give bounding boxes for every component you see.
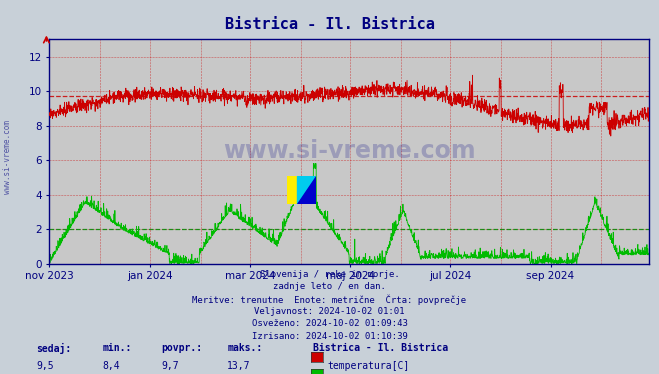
Text: sedaj:: sedaj:: [36, 343, 71, 354]
Text: www.si-vreme.com: www.si-vreme.com: [3, 120, 13, 194]
Text: zadnje leto / en dan.: zadnje leto / en dan.: [273, 282, 386, 291]
Polygon shape: [297, 176, 316, 204]
Text: Veljavnost: 2024-10-02 01:01: Veljavnost: 2024-10-02 01:01: [254, 307, 405, 316]
Text: min.:: min.:: [102, 343, 132, 353]
Polygon shape: [297, 176, 316, 204]
Text: Slovenija / reke in morje.: Slovenija / reke in morje.: [260, 270, 399, 279]
Text: 8,4: 8,4: [102, 361, 120, 371]
Text: povpr.:: povpr.:: [161, 343, 202, 353]
Text: temperatura[C]: temperatura[C]: [328, 361, 410, 371]
Text: www.si-vreme.com: www.si-vreme.com: [223, 140, 476, 163]
Text: 9,5: 9,5: [36, 361, 54, 371]
Text: Meritve: trenutne  Enote: metrične  Črta: povprečje: Meritve: trenutne Enote: metrične Črta: …: [192, 295, 467, 305]
Text: 13,7: 13,7: [227, 361, 251, 371]
Text: Bistrica - Il. Bistrica: Bistrica - Il. Bistrica: [313, 343, 448, 353]
Text: maks.:: maks.:: [227, 343, 262, 353]
Text: 9,7: 9,7: [161, 361, 179, 371]
Text: Bistrica - Il. Bistrica: Bistrica - Il. Bistrica: [225, 17, 434, 32]
Text: Izrisano: 2024-10-02 01:10:39: Izrisano: 2024-10-02 01:10:39: [252, 332, 407, 341]
Text: Osveženo: 2024-10-02 01:09:43: Osveženo: 2024-10-02 01:09:43: [252, 319, 407, 328]
